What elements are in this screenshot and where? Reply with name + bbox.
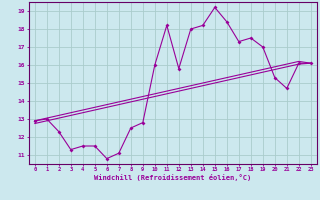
X-axis label: Windchill (Refroidissement éolien,°C): Windchill (Refroidissement éolien,°C)	[94, 174, 252, 181]
